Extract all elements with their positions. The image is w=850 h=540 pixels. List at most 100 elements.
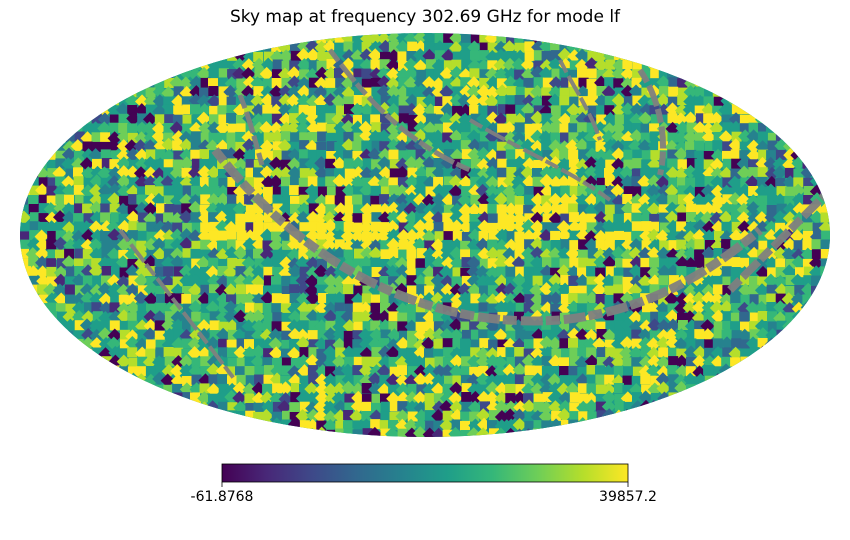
map-pixel xyxy=(100,177,111,188)
map-pixel xyxy=(622,194,633,204)
map-pixel xyxy=(116,148,131,164)
map-pixel xyxy=(631,176,642,187)
map-pixel xyxy=(767,267,778,278)
map-pixel xyxy=(406,87,417,98)
map-pixel xyxy=(397,312,408,323)
map-pixel xyxy=(820,185,830,196)
map-pixel xyxy=(568,176,578,186)
map-pixel xyxy=(287,247,302,262)
map-pixel xyxy=(557,408,572,423)
map-pixel xyxy=(475,372,491,388)
map-pixel xyxy=(712,284,723,295)
map-pixel xyxy=(416,284,427,295)
map-pixel xyxy=(181,338,192,349)
map-pixel xyxy=(677,312,687,323)
map-pixel xyxy=(196,94,211,109)
map-pixel xyxy=(308,320,319,331)
map-pixel xyxy=(379,222,390,233)
map-pixel xyxy=(530,292,545,307)
map-pixel xyxy=(145,77,156,88)
map-pixel xyxy=(199,383,210,394)
map-pixel xyxy=(299,347,310,358)
map-pixel xyxy=(433,321,444,332)
map-pixel xyxy=(713,366,724,377)
map-pixel xyxy=(439,66,454,82)
map-pixel xyxy=(233,245,248,261)
map-pixel xyxy=(703,159,714,170)
map-pixel xyxy=(713,329,724,340)
map-pixel xyxy=(386,345,401,361)
map-pixel xyxy=(430,273,445,288)
map-pixel xyxy=(314,40,329,55)
map-pixel xyxy=(156,294,166,305)
map-pixel xyxy=(431,255,446,271)
map-pixel xyxy=(577,367,588,377)
map-pixel xyxy=(323,273,338,289)
map-pixel xyxy=(628,310,643,325)
map-pixel xyxy=(665,318,681,333)
map-pixel xyxy=(596,114,607,125)
map-pixel xyxy=(244,366,255,376)
map-pixel xyxy=(242,265,258,280)
map-pixel xyxy=(163,393,174,404)
map-pixel xyxy=(361,356,372,367)
map-pixel xyxy=(251,344,266,359)
map-pixel xyxy=(722,141,733,152)
map-pixel xyxy=(568,338,578,349)
map-pixel xyxy=(305,291,321,306)
map-pixel xyxy=(605,59,616,70)
map-pixel xyxy=(236,294,247,305)
map-pixel xyxy=(586,213,597,224)
map-pixel xyxy=(352,420,363,431)
map-pixel xyxy=(586,320,597,330)
map-pixel xyxy=(713,275,724,286)
map-pixel xyxy=(307,365,318,376)
map-pixel xyxy=(323,229,338,245)
map-pixel xyxy=(260,228,275,243)
map-pixel xyxy=(658,86,669,97)
map-pixel xyxy=(290,383,301,393)
map-pixel xyxy=(235,366,245,377)
map-pixel xyxy=(524,294,535,305)
map-pixel xyxy=(215,219,230,235)
map-pixel xyxy=(722,311,733,322)
map-pixel xyxy=(686,68,697,79)
map-pixel xyxy=(496,78,507,89)
map-pixel xyxy=(623,284,633,294)
map-pixel xyxy=(334,195,345,206)
map-pixel xyxy=(282,410,292,421)
map-pixel xyxy=(461,186,472,197)
map-pixel xyxy=(487,222,498,233)
map-pixel xyxy=(163,347,174,357)
map-pixel xyxy=(386,102,401,118)
map-pixel xyxy=(569,392,580,403)
map-pixel xyxy=(584,193,599,208)
map-pixel xyxy=(476,346,491,362)
map-pixel xyxy=(290,358,301,368)
map-pixel xyxy=(385,219,400,235)
map-pixel xyxy=(281,285,292,296)
map-pixel xyxy=(55,158,66,169)
map-pixel xyxy=(705,240,715,250)
map-pixel xyxy=(503,292,518,307)
map-pixel xyxy=(820,249,830,259)
map-pixel xyxy=(227,375,237,386)
map-pixel xyxy=(352,302,363,313)
map-pixel xyxy=(547,93,562,108)
map-pixel xyxy=(91,132,102,143)
map-pixel xyxy=(361,78,372,89)
map-pixel xyxy=(271,411,282,422)
map-pixel xyxy=(119,329,130,340)
map-pixel xyxy=(295,328,310,343)
map-pixel xyxy=(775,149,786,160)
map-pixel xyxy=(226,339,237,350)
map-pixel xyxy=(451,419,462,430)
map-pixel xyxy=(539,400,554,416)
map-pixel xyxy=(196,111,211,126)
map-pixel xyxy=(343,338,354,349)
map-pixel xyxy=(119,267,130,278)
map-pixel xyxy=(452,51,463,62)
map-pixel xyxy=(398,150,409,161)
map-pixel xyxy=(529,283,544,298)
map-pixel xyxy=(433,176,444,187)
